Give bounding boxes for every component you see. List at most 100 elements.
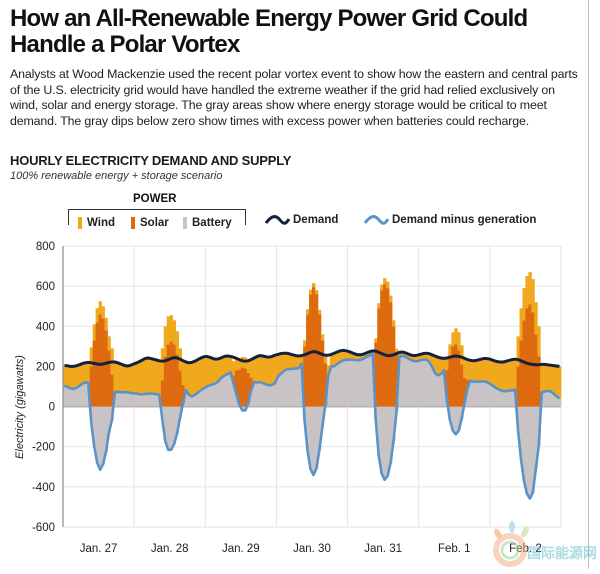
wind-bar xyxy=(543,364,547,392)
battery-bar xyxy=(552,393,556,407)
wind-bar xyxy=(501,362,506,392)
wind-bar xyxy=(448,344,452,357)
wind-bar xyxy=(338,350,343,362)
battery-bar xyxy=(558,398,562,407)
wind-bar xyxy=(472,360,476,382)
wind-bar xyxy=(303,340,307,347)
battery-bar xyxy=(294,368,298,407)
solar-bar xyxy=(383,284,387,407)
wind-bar xyxy=(214,359,218,384)
wind-bar xyxy=(211,358,215,385)
battery-bar xyxy=(415,361,420,407)
wind-bar xyxy=(522,288,526,321)
battery-bar xyxy=(267,385,271,407)
wind-bar xyxy=(555,366,559,397)
battery-bar xyxy=(137,394,141,407)
wind-bar xyxy=(163,326,168,357)
solar-bar xyxy=(104,330,108,407)
solar-bar xyxy=(451,346,455,407)
wind-bar xyxy=(326,365,331,376)
battery-bar xyxy=(403,356,408,407)
legend-item-demand: Demand xyxy=(264,214,338,226)
battery-bar xyxy=(365,356,369,407)
solar-bar xyxy=(377,308,381,407)
battery-bar xyxy=(335,364,340,407)
legend-item-demand-minus-generation: Demand minus generation xyxy=(363,214,536,226)
battery-bar xyxy=(531,406,535,493)
battery-bar xyxy=(297,368,301,407)
wind-bar xyxy=(397,351,402,357)
battery-bar xyxy=(362,358,366,407)
battery-bar xyxy=(329,366,334,407)
solar-bar xyxy=(463,378,467,403)
battery-bar xyxy=(169,406,174,450)
battery-bar xyxy=(229,372,233,407)
solar-bar xyxy=(169,341,174,407)
solar-bar xyxy=(92,340,97,407)
wind-bar xyxy=(220,357,224,378)
battery-bar xyxy=(172,406,177,444)
lines xyxy=(63,348,561,500)
wind-bar xyxy=(122,365,126,393)
wind-bar xyxy=(392,320,396,327)
solar-bar xyxy=(392,326,396,407)
y-axis-label: Electricity (gigawatts) xyxy=(14,355,26,459)
wind-bar xyxy=(546,364,550,391)
wind-bar xyxy=(457,332,461,351)
battery-bar xyxy=(199,390,203,407)
battery-bar xyxy=(122,392,126,407)
wind-bar xyxy=(226,355,230,375)
battery-bar xyxy=(128,392,132,407)
wind-bar xyxy=(356,354,360,361)
wind-bar xyxy=(540,364,544,393)
wind-bar xyxy=(252,357,257,383)
battery-bar xyxy=(190,396,194,407)
battery-bar xyxy=(495,388,500,407)
solar-bar xyxy=(306,314,310,407)
battery-bar xyxy=(234,394,239,407)
watermark-text: 国际能源网 xyxy=(527,545,597,561)
areas xyxy=(63,272,562,499)
wind-bar xyxy=(483,358,488,382)
y-tick-label: 400 xyxy=(36,321,55,333)
battery-bar xyxy=(196,392,200,407)
battery-bar xyxy=(214,383,218,407)
battery-bar xyxy=(166,406,171,450)
battery-bar xyxy=(418,360,423,407)
wind-bar xyxy=(486,358,491,383)
battery-bar xyxy=(282,371,286,407)
wind-bar xyxy=(282,353,286,372)
wind-bar xyxy=(276,354,280,377)
battery-bar xyxy=(549,391,553,407)
wind-bar xyxy=(297,355,301,369)
wind-bar xyxy=(430,354,434,367)
solar-bar xyxy=(107,350,111,407)
battery-bar xyxy=(231,383,236,407)
wind-bar xyxy=(454,328,458,345)
wind-bar xyxy=(427,353,431,362)
battery-bar xyxy=(77,385,82,407)
wind-bar xyxy=(175,331,180,355)
wind-bar xyxy=(329,354,334,367)
wind-bar xyxy=(314,290,319,295)
battery-bar xyxy=(332,366,337,407)
battery-bar xyxy=(309,406,313,470)
battery-bar xyxy=(397,356,402,407)
solar-bar xyxy=(395,354,399,407)
demand-line xyxy=(64,348,560,368)
solar-bar xyxy=(323,363,328,406)
solar-bar xyxy=(234,370,239,395)
wind-bar xyxy=(362,353,366,359)
solar-bar xyxy=(110,374,114,407)
wind-bar xyxy=(365,352,369,357)
solar-bar xyxy=(314,294,319,407)
battery-bar xyxy=(143,393,147,407)
battery-bar xyxy=(288,369,292,407)
wind-bar xyxy=(258,355,263,383)
battery-bar xyxy=(386,406,390,477)
wind-bar xyxy=(418,354,423,361)
wind-bar xyxy=(291,354,295,369)
wind-bar xyxy=(143,358,147,394)
wind-bar xyxy=(478,359,482,382)
legend-item-solar: Solar xyxy=(131,217,169,229)
